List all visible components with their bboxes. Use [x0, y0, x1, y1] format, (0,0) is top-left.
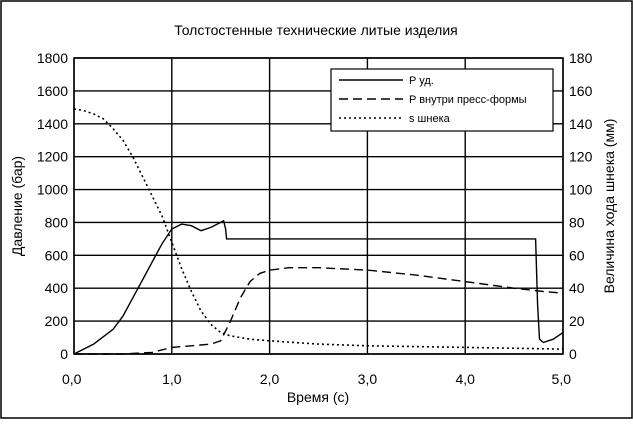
x-tick-label: 1,0: [162, 371, 182, 387]
y-right-tick-label: 160: [569, 83, 593, 99]
series-line-1: [73, 219, 564, 355]
y-right-tick-label: 100: [569, 182, 593, 198]
y-right-tick-label: 20: [569, 313, 585, 329]
x-tick-label: 5,0: [552, 371, 572, 387]
series-line-3: [73, 108, 564, 350]
y-left-tick-label: 600: [45, 247, 69, 263]
y-right-tick-label: 140: [569, 116, 593, 132]
legend: P уд. P внутри пресс-формы s шнека: [330, 68, 554, 132]
x-tick-label: 3,0: [358, 371, 378, 387]
tick-labels: 0 200 400 600 800 1000 1200 1400 1600 1800 0 20 40 60…: [37, 50, 593, 387]
y-right-tick-label: 60: [569, 247, 585, 263]
legend-label-2: P внутри пресс-формы: [409, 94, 527, 106]
y-left-tick-label: 1800: [37, 50, 68, 66]
series-line-2: [74, 267, 564, 355]
y-right-tick-label: 120: [569, 149, 593, 165]
series-layer: [73, 108, 564, 355]
y-left-tick-label: 1000: [37, 182, 68, 198]
y-left-tick-label: 800: [45, 214, 69, 230]
x-tick-label: 0,0: [62, 371, 82, 387]
y-right-tick-label: 0: [569, 346, 577, 362]
x-tick-label: 4,0: [455, 371, 475, 387]
legend-label-1: P уд.: [409, 75, 434, 87]
y-left-tick-label: 0: [60, 346, 68, 362]
y-right-tick-label: 40: [569, 280, 585, 296]
y-left-tick-label: 200: [45, 313, 69, 329]
chart-title: Толстостенные технические литые изделия: [174, 22, 458, 38]
y-left-tick-label: 1200: [37, 149, 68, 165]
y-axis-label-left: Давление (бар): [9, 156, 25, 256]
plot-area-border: [73, 57, 564, 355]
y-right-tick-label: 80: [569, 214, 585, 230]
legend-label-3: s шнека: [409, 113, 451, 125]
y-left-tick-label: 400: [45, 280, 69, 296]
y-axis-label-right: Величина хода шнека (мм): [601, 119, 617, 294]
y-right-tick-label: 180: [569, 50, 593, 66]
x-tick-label: 2,0: [260, 371, 280, 387]
y-left-tick-label: 1600: [37, 83, 68, 99]
x-axis-label: Время (с): [287, 389, 349, 405]
y-left-tick-label: 1400: [37, 116, 68, 132]
